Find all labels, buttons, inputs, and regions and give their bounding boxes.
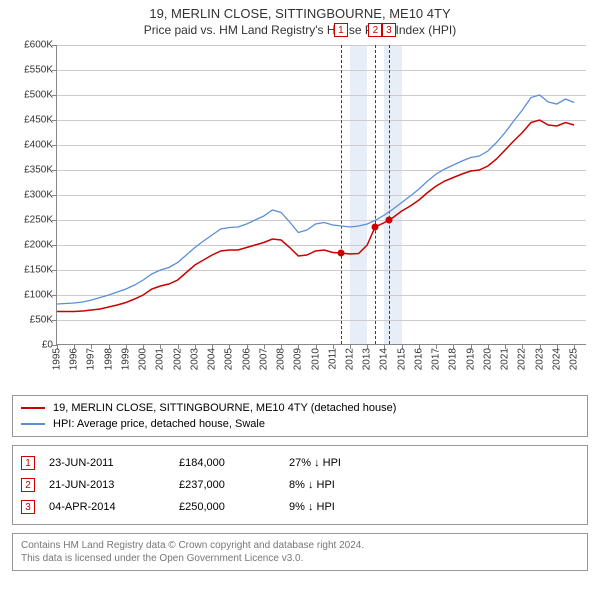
event-marker-badge: 1 [334, 23, 348, 37]
legend-item-1: 19, MERLIN CLOSE, SITTINGBOURNE, ME10 4T… [21, 400, 579, 416]
x-axis-label: 2016 [413, 348, 424, 370]
x-axis-label: 2006 [241, 348, 252, 370]
x-axis-label: 2005 [224, 348, 235, 370]
series-line [57, 95, 574, 304]
legend-swatch-2 [21, 423, 45, 425]
x-axis-label: 2025 [569, 348, 580, 370]
x-axis-label: 2023 [534, 348, 545, 370]
event-diff: 8% ↓ HPI [289, 479, 579, 491]
event-badge: 2 [21, 478, 35, 492]
legend: 19, MERLIN CLOSE, SITTINGBOURNE, ME10 4T… [12, 395, 588, 437]
event-price: £184,000 [179, 457, 289, 469]
y-axis-label: £300K [24, 190, 53, 201]
event-dot [337, 250, 344, 257]
x-axis-label: 2018 [448, 348, 459, 370]
x-axis-label: 2017 [431, 348, 442, 370]
y-axis-label: £550K [24, 65, 53, 76]
x-axis-label: 2019 [465, 348, 476, 370]
y-axis-label: £500K [24, 90, 53, 101]
event-badge: 1 [21, 456, 35, 470]
event-price: £250,000 [179, 501, 289, 513]
y-axis-label: £50K [30, 315, 53, 326]
x-axis-label: 2022 [517, 348, 528, 370]
x-axis-label: 2021 [500, 348, 511, 370]
event-dot [372, 223, 379, 230]
x-axis-label: 2012 [345, 348, 356, 370]
x-axis-label: 2014 [379, 348, 390, 370]
series-line [57, 120, 574, 312]
x-axis-label: 2003 [189, 348, 200, 370]
x-axis-label: 2015 [396, 348, 407, 370]
y-axis-label: £400K [24, 140, 53, 151]
x-axis-label: 2007 [258, 348, 269, 370]
event-row: 2 21-JUN-2013£237,0008% ↓ HPI [21, 474, 579, 496]
x-axis-label: 2004 [207, 348, 218, 370]
event-dot [385, 217, 392, 224]
x-axis-label: 2013 [362, 348, 373, 370]
x-axis-label: 2001 [155, 348, 166, 370]
x-axis-label: 2020 [482, 348, 493, 370]
x-axis-label: 2024 [551, 348, 562, 370]
event-price: £237,000 [179, 479, 289, 491]
events-table: 1 23-JUN-2011£184,00027% ↓ HPI 2 21-JUN-201… [12, 445, 588, 525]
legend-item-2: HPI: Average price, detached house, Swal… [21, 416, 579, 432]
event-row: 3 04-APR-2014£250,0009% ↓ HPI [21, 496, 579, 518]
y-axis-label: £100K [24, 290, 53, 301]
x-axis-label: 1996 [69, 348, 80, 370]
x-axis-label: 2009 [293, 348, 304, 370]
x-axis-label: 1998 [103, 348, 114, 370]
chart-subtitle: Price paid vs. HM Land Registry's House … [8, 23, 592, 37]
y-axis-label: £200K [24, 240, 53, 251]
event-diff: 9% ↓ HPI [289, 501, 579, 513]
x-axis-label: 1995 [52, 348, 63, 370]
event-marker-badge: 2 [368, 23, 382, 37]
x-axis-label: 2002 [172, 348, 183, 370]
legend-swatch-1 [21, 407, 45, 409]
plot-area: £0£50K£100K£150K£200K£250K£300K£350K£400… [56, 45, 586, 345]
chart-title: 19, MERLIN CLOSE, SITTINGBOURNE, ME10 4T… [8, 6, 592, 21]
event-date: 23-JUN-2011 [49, 457, 179, 469]
legend-label-2: HPI: Average price, detached house, Swal… [53, 418, 265, 430]
y-axis-label: £150K [24, 265, 53, 276]
y-axis-label: £450K [24, 115, 53, 126]
line-layer [57, 45, 587, 345]
footer-line-2: This data is licensed under the Open Gov… [21, 552, 579, 565]
x-axis-label: 2008 [276, 348, 287, 370]
event-date: 04-APR-2014 [49, 501, 179, 513]
event-row: 1 23-JUN-2011£184,00027% ↓ HPI [21, 452, 579, 474]
x-axis-label: 1999 [120, 348, 131, 370]
y-axis-label: £350K [24, 165, 53, 176]
event-date: 21-JUN-2013 [49, 479, 179, 491]
y-axis-label: £600K [24, 40, 53, 51]
x-axis-label: 2010 [310, 348, 321, 370]
x-axis-label: 2000 [138, 348, 149, 370]
event-diff: 27% ↓ HPI [289, 457, 579, 469]
footer: Contains HM Land Registry data © Crown c… [12, 533, 588, 571]
chart-area: £0£50K£100K£150K£200K£250K£300K£350K£400… [56, 45, 592, 385]
y-axis-label: £250K [24, 215, 53, 226]
footer-line-1: Contains HM Land Registry data © Crown c… [21, 539, 579, 552]
event-badge: 3 [21, 500, 35, 514]
x-axis-label: 2011 [327, 348, 338, 370]
event-marker-badge: 3 [382, 23, 396, 37]
x-axis-label: 1997 [86, 348, 97, 370]
legend-label-1: 19, MERLIN CLOSE, SITTINGBOURNE, ME10 4T… [53, 402, 396, 414]
